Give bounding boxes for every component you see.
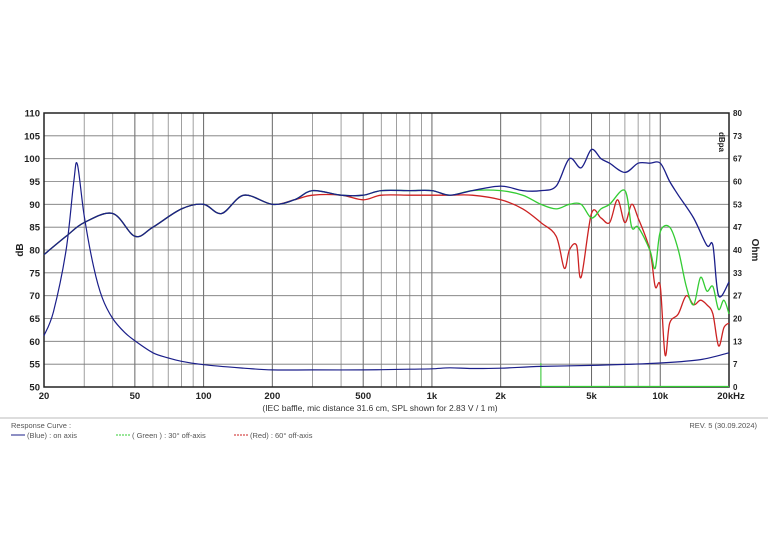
- axis-labels: 20 50 100 200 500 1k 2k 5k 10k 20kHz1101051009590…: [24, 109, 745, 403]
- y-axis-title: dB: [15, 243, 26, 256]
- y2-tick-label: 67: [733, 155, 742, 164]
- series-line-2: [43, 193, 730, 357]
- curves-group: [43, 148, 730, 371]
- x-tick-label: 1k: [427, 391, 438, 402]
- chart-grid: [43, 112, 730, 388]
- y2-tick-label: 60: [733, 178, 742, 187]
- chart-caption: (IEC baffle, mic distance 31.6 cm, SPL s…: [262, 403, 497, 413]
- y2-tick-label: 7: [733, 360, 738, 369]
- revision-label: REV. 5 (30.09.2024): [689, 421, 757, 430]
- y-tick-label: 75: [29, 268, 40, 279]
- y-tick-label: 70: [29, 291, 40, 302]
- x-tick-label: 5k: [586, 391, 597, 402]
- y-tick-label: 60: [29, 337, 40, 348]
- y-tick-label: 65: [29, 314, 40, 325]
- y-tick-label: 100: [24, 154, 40, 165]
- legend-entry: (Red) : 60° off-axis: [250, 431, 313, 440]
- legend-entry: (Blue) : on axis: [27, 431, 77, 440]
- y2-tick-label: 20: [733, 315, 742, 324]
- series-line-0: [43, 148, 730, 298]
- y2-tick-label: 47: [733, 223, 742, 232]
- y2-tick-label: 80: [733, 109, 742, 118]
- y2-tick-label: 40: [733, 246, 742, 255]
- y2-tick-label: 33: [733, 269, 742, 278]
- legend: (Blue) : on axis ( Green ) : 30° off-axis…: [11, 431, 313, 440]
- legend-title: Response Curve :: [11, 421, 71, 430]
- corner-label: dBpa: [717, 132, 726, 153]
- y-tick-label: 50: [29, 383, 40, 394]
- y2-axis-title: Ohm: [749, 239, 760, 262]
- x-tick-label: 20: [39, 391, 50, 402]
- x-tick-label: 200: [264, 391, 280, 402]
- impedance-curve: [43, 162, 730, 371]
- x-tick-label: 2k: [495, 391, 506, 402]
- x-tick-label: 20kHz: [717, 391, 745, 402]
- x-tick-label: 50: [130, 391, 141, 402]
- x-tick-label: 100: [196, 391, 212, 402]
- y2-tick-label: 73: [733, 132, 742, 141]
- x-tick-label: 500: [355, 391, 371, 402]
- plot-frame: [43, 112, 730, 388]
- y-tick-label: 55: [29, 360, 40, 371]
- y-tick-label: 95: [29, 177, 40, 188]
- y-tick-label: 80: [29, 246, 40, 257]
- y-tick-label: 105: [24, 131, 41, 142]
- y-tick-label: 85: [29, 223, 40, 234]
- y2-tick-label: 0: [733, 383, 738, 392]
- y2-tick-label: 27: [733, 292, 742, 301]
- x-tick-label: 10k: [652, 391, 669, 402]
- legend-entry: ( Green ) : 30° off-axis: [132, 431, 206, 440]
- y-tick-label: 110: [25, 109, 40, 120]
- y2-tick-label: 13: [733, 337, 742, 346]
- y-tick-label: 90: [29, 200, 40, 211]
- y2-tick-label: 53: [733, 200, 742, 209]
